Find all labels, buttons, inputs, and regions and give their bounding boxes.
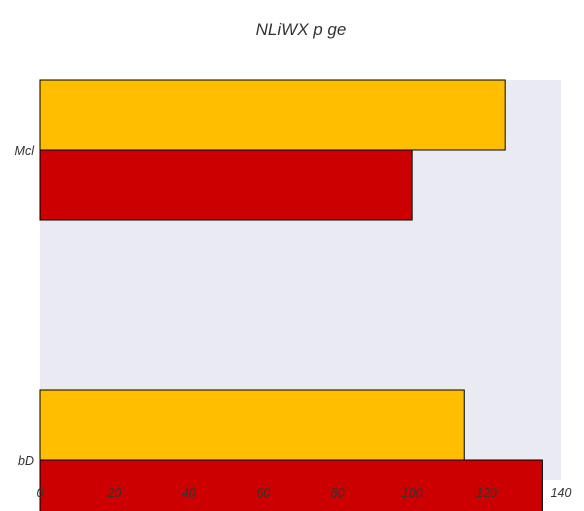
x-tick-label: 140 (551, 486, 572, 500)
bar-bD-series-2 (39, 459, 543, 511)
chart-title: NLiWX p ge (256, 20, 347, 39)
x-tick-label: 100 (402, 486, 423, 500)
x-tick-labels: 0 20 40 60 80 100 120 140 (37, 486, 572, 500)
y-tick-label: Mcl (15, 144, 36, 158)
bars-group (39, 79, 543, 511)
bar-Mcl-series-2 (39, 149, 413, 221)
y-tick-label: bD (18, 454, 34, 468)
x-tick-label: 60 (256, 486, 270, 500)
x-tick-label: 20 (106, 486, 121, 500)
x-tick-label: 80 (331, 486, 345, 500)
x-tick-label: 0 (37, 486, 44, 500)
bar-bD-series-1 (39, 389, 465, 461)
bar-Mcl-series-1 (39, 79, 506, 151)
y-tick-labels: Mcl bD (15, 144, 36, 468)
x-tick-label: 40 (182, 486, 196, 500)
x-tick-label: 120 (476, 486, 497, 500)
